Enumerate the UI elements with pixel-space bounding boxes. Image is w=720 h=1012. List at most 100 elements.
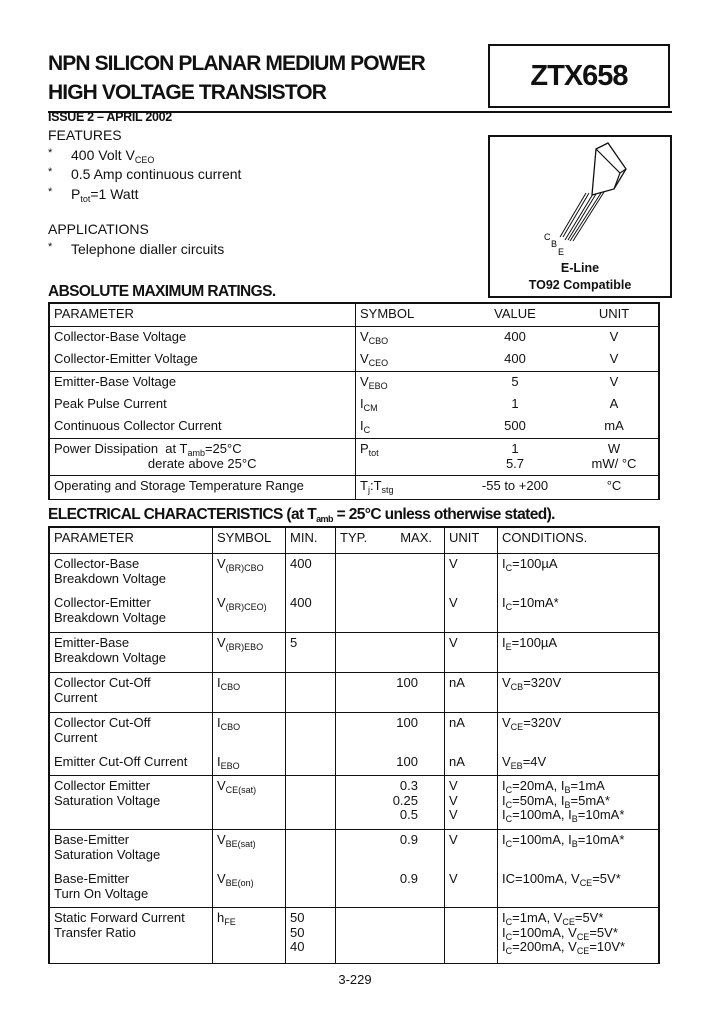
text-segment: =200mA, V bbox=[512, 939, 577, 954]
text-segment: =320V bbox=[523, 715, 562, 730]
symbol-cell: V(BR)CEO) bbox=[212, 593, 285, 632]
parameter-cell: Emitter-Base Voltage bbox=[50, 372, 355, 394]
text-segment: =100µA bbox=[512, 556, 558, 571]
parameter-line: Base-Emitter bbox=[54, 871, 130, 886]
conditions-line: IC=100mA, IB=10mA* bbox=[502, 832, 654, 849]
column-header-label: CONDITIONS. bbox=[502, 530, 588, 545]
subscript: C bbox=[505, 563, 513, 573]
max-cell: 0.9 bbox=[335, 869, 444, 907]
conditions-cell: IC=100mA, VCE=5V* bbox=[497, 869, 658, 907]
subscript: B bbox=[571, 839, 578, 849]
parameter-cell: Collector-Emitter Breakdown Voltage bbox=[50, 593, 212, 632]
column-header-label: SYMBOL bbox=[217, 530, 272, 545]
value-cell: 1 bbox=[460, 394, 570, 416]
value-cell: 1 5.7 bbox=[460, 439, 570, 475]
conditions-line: VCB=320V bbox=[502, 675, 654, 691]
conditions-cell: VCB=320V bbox=[497, 673, 658, 712]
text-segment: I bbox=[502, 910, 506, 925]
unit-line: V bbox=[449, 556, 458, 571]
parameter-cell: Static Forward Current Transfer Ratio bbox=[50, 908, 212, 963]
parameter-line: Base-Emitter bbox=[54, 832, 130, 847]
max-line: 100 bbox=[396, 675, 418, 690]
column-header: SYMBOL bbox=[355, 304, 460, 326]
parameter-cell: Peak Pulse Current bbox=[50, 394, 355, 416]
row-group: Emitter-Base Breakdown Voltage V(BR)EBO 5 V I… bbox=[50, 633, 658, 673]
table-header: PARAMETER SYMBOL MIN. TYP. MAX. UNIT CONDITION… bbox=[50, 528, 658, 554]
parameter-line: Collector-Base bbox=[54, 556, 140, 571]
bullet-star: * bbox=[48, 166, 53, 178]
subscript: (BR)CEO) bbox=[225, 602, 267, 612]
min-cell: 400 bbox=[285, 554, 335, 593]
subscript: C bbox=[505, 602, 513, 612]
row-group: Collector Cut-Off Current ICBO 100 nA VCB=320… bbox=[50, 673, 658, 713]
symbol-cell: ICBO bbox=[212, 673, 285, 712]
electrical-heading: ELECTRICAL CHARACTERISTICS (at Tamb = 25… bbox=[48, 506, 555, 524]
parameter-line: Collector-Emitter bbox=[54, 595, 151, 610]
unit-line: V bbox=[449, 635, 458, 650]
row-group: Collector Emitter Saturation Voltage VCE(s… bbox=[50, 776, 658, 830]
column-header: VALUE bbox=[460, 304, 570, 326]
text-segment: IC=100mA, V bbox=[502, 871, 580, 886]
subscript: C bbox=[505, 946, 513, 956]
parameter-cell: Continuous Collector Current bbox=[50, 416, 355, 438]
parameter-line: Collector-Emitter Voltage bbox=[54, 351, 198, 366]
max-line: 100 bbox=[396, 715, 418, 730]
symbol-line: V(BR)CEO) bbox=[217, 595, 281, 612]
min-cell bbox=[285, 752, 335, 775]
unit-cell bbox=[444, 908, 497, 963]
to92-package-drawing: C B E bbox=[544, 142, 627, 257]
header-row: PARAMETER SYMBOL VALUE UNIT bbox=[50, 304, 658, 326]
parameter-line: derate above 25°C bbox=[54, 455, 257, 471]
symbol-line: ICBO bbox=[217, 715, 281, 731]
table-row: Collector-Emitter Breakdown Voltage V(BR)C… bbox=[50, 593, 658, 632]
text-segment: =1 Watt bbox=[90, 186, 139, 202]
column-header: UNIT bbox=[444, 528, 497, 553]
unit-cell: nA bbox=[444, 752, 497, 775]
bullet-star: * bbox=[48, 147, 53, 159]
parameter-cell: Base-Emitter Saturation Voltage bbox=[50, 830, 212, 869]
parameter-line: Collector Emitter bbox=[54, 778, 151, 793]
table-row: Continuous Collector Current IC 500 mA bbox=[50, 416, 658, 438]
parameter-line: Current bbox=[54, 729, 98, 745]
column-header-label: MIN. bbox=[290, 530, 318, 545]
parameter-cell: Emitter Cut-Off Current bbox=[50, 752, 212, 775]
text-segment: I bbox=[360, 396, 364, 411]
column-header-label: UNIT bbox=[449, 530, 480, 545]
max-line: 0.3 bbox=[399, 778, 418, 793]
features-heading: FEATURES bbox=[48, 127, 122, 143]
column-header-label: SYMBOL bbox=[360, 306, 415, 321]
min-line: 40 bbox=[290, 939, 305, 954]
conditions-line: IC=100mA, VCE=5V* bbox=[502, 871, 654, 887]
bullet-text: Telephone dialler circuits bbox=[71, 241, 224, 257]
subscript: FE bbox=[224, 917, 236, 927]
text-segment: P bbox=[71, 186, 81, 202]
bullet-item: * 0.5 Amp continuous current bbox=[48, 166, 241, 182]
table-row: Base-Emitter Turn On Voltage VBE(on) 0.9 V IC… bbox=[50, 869, 658, 907]
text-segment: =10mA* bbox=[512, 595, 559, 610]
table-row: Base-Emitter Saturation Voltage VBE(sat) 0.… bbox=[50, 830, 658, 869]
subscript: CBO bbox=[220, 682, 241, 692]
parameter-cell: Emitter-Base Breakdown Voltage bbox=[50, 633, 212, 672]
text-segment: = 25°C unless otherwise stated). bbox=[332, 506, 556, 523]
package-compat: TO92 Compatible bbox=[528, 278, 632, 292]
text-segment: ELECTRICAL CHARACTERISTICS (at T bbox=[48, 506, 317, 523]
row-group: Collector Cut-Off Current ICBO 100 nA VCE=320… bbox=[50, 713, 658, 776]
text-segment: T bbox=[360, 478, 368, 493]
text-segment: 400 Volt V bbox=[71, 147, 135, 163]
subscript: BE(sat) bbox=[225, 839, 256, 849]
unit-line: mW/ °C bbox=[591, 455, 637, 471]
bullet-item: * 400 Volt VCEO bbox=[48, 147, 154, 165]
text-segment: =1mA, V bbox=[512, 910, 563, 925]
min-cell bbox=[285, 673, 335, 712]
symbol-line: VCE(sat) bbox=[217, 778, 281, 794]
symbol-line: Tj:Tstg bbox=[360, 478, 456, 495]
text-segment: 0.5 Amp continuous current bbox=[71, 166, 242, 182]
conditions-line: IC=200mA, VCE=10V* bbox=[502, 939, 654, 956]
subscript: stg bbox=[381, 485, 394, 495]
unit-cell: mA bbox=[570, 416, 658, 438]
bullet-text: 0.5 Amp continuous current bbox=[71, 166, 241, 182]
subscript: EBO bbox=[368, 381, 388, 391]
max-line: 0.5 bbox=[399, 807, 418, 822]
table-row: Static Forward Current Transfer Ratio hFE 5… bbox=[50, 908, 658, 963]
